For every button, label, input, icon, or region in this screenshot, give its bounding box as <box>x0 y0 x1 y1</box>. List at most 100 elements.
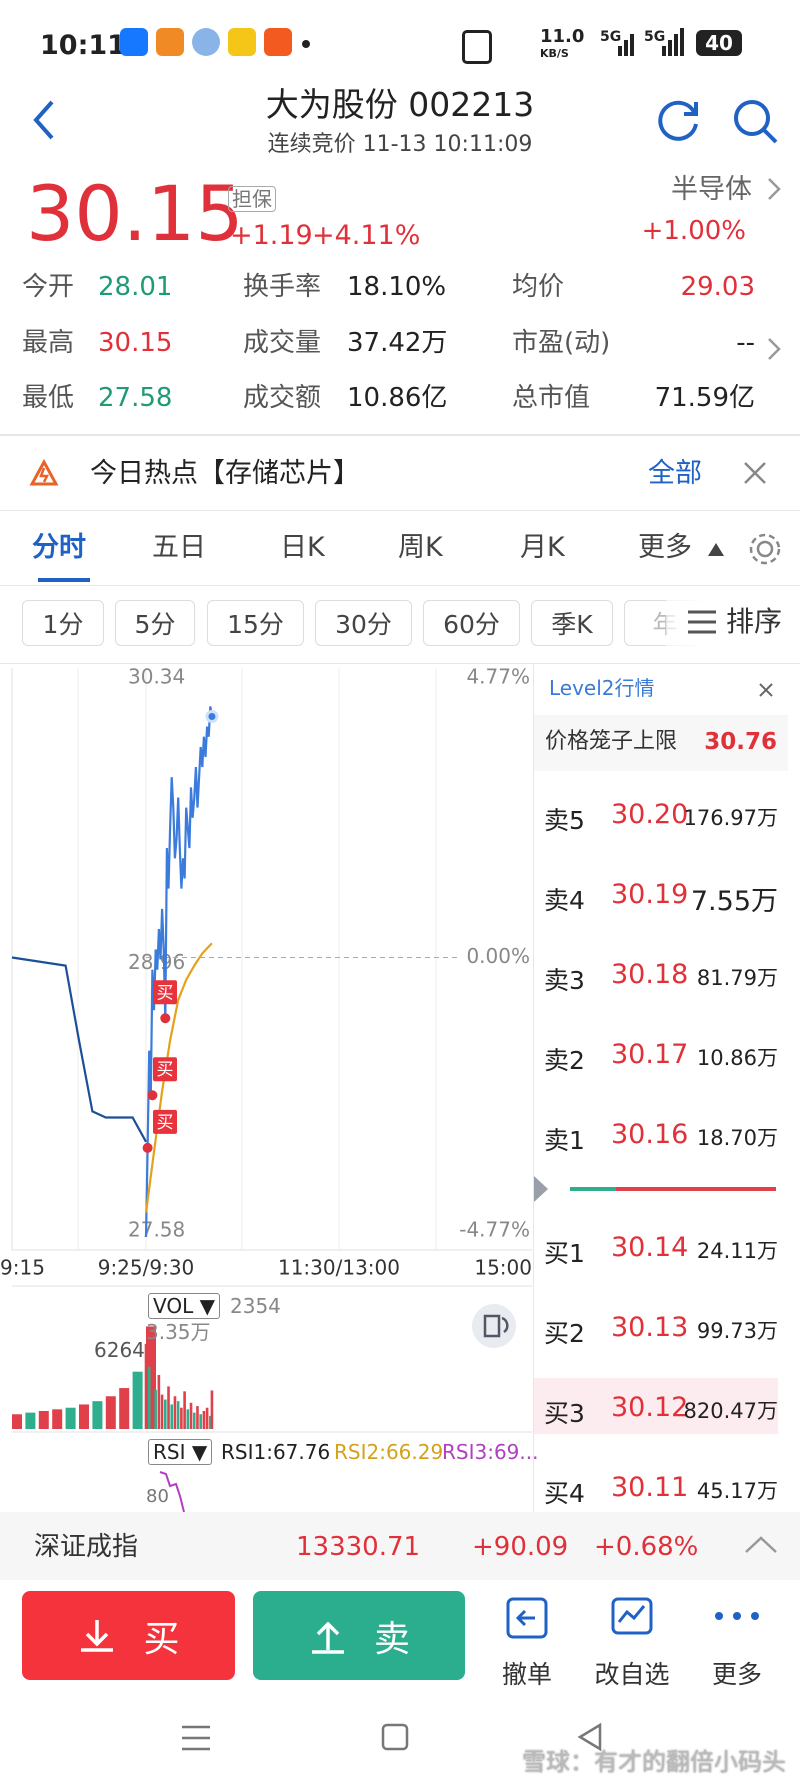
refresh-button[interactable] <box>656 98 702 144</box>
bid-row: 买4 30.11 45.17万 <box>534 1458 778 1514</box>
volume-bar <box>160 1394 164 1429</box>
bid-row: 买3 30.12 820.47万 <box>534 1378 778 1434</box>
rotate-button[interactable] <box>472 1304 516 1348</box>
volume-bar <box>79 1404 89 1429</box>
period-label: 15分 <box>227 610 284 639</box>
chevron <box>768 178 781 200</box>
volume-bar <box>154 1389 157 1429</box>
hot-topic[interactable]: 今日热点【存储芯片】 <box>90 458 360 489</box>
nfc-icon <box>462 30 492 64</box>
period-button[interactable]: 15分 <box>207 600 304 646</box>
period-button[interactable]: 60分 <box>423 600 520 646</box>
chevron[interactable] <box>766 336 782 362</box>
more-icon[interactable] <box>712 1608 762 1624</box>
ask-volume: 7.55万 <box>690 886 778 917</box>
stat-value: 71.59亿 <box>654 383 755 413</box>
nav-home[interactable] <box>380 1722 410 1752</box>
settings-button[interactable] <box>746 530 784 568</box>
stat-value: 28.01 <box>98 272 173 302</box>
expand-icon[interactable] <box>744 1534 778 1556</box>
sort-button[interactable]: 排序 <box>726 605 783 638</box>
divider <box>0 434 800 436</box>
triangle-up <box>708 543 724 556</box>
period-button[interactable]: 30分 <box>315 600 412 646</box>
more-button[interactable]: 更多 <box>711 1660 763 1689</box>
bid-label: 买3 <box>544 1399 585 1428</box>
volume-bar <box>105 1396 116 1429</box>
period-button[interactable]: 季K <box>531 600 613 646</box>
index-change: +90.09 <box>472 1532 569 1562</box>
volume-bar <box>210 1390 214 1429</box>
bid-price: 30.13 <box>611 1312 689 1343</box>
stat-label: 市盈(动) <box>512 328 611 358</box>
tab[interactable]: 更多 <box>638 532 692 563</box>
ask-volume: 18.70万 <box>696 1126 778 1150</box>
close-button[interactable] <box>758 682 774 698</box>
ask-price: 30.20 <box>611 799 689 830</box>
status-time: 10:11 <box>40 30 126 61</box>
app-icon <box>228 28 256 56</box>
stat-value: 18.10% <box>347 272 447 302</box>
cancel-icon[interactable] <box>505 1596 549 1640</box>
back-button[interactable] <box>30 98 60 142</box>
nav-menu[interactable] <box>180 1724 212 1752</box>
y2-tick-label: 0.00% <box>466 944 530 968</box>
hot-all[interactable]: 全部 <box>648 458 702 489</box>
period-label: 季K <box>551 610 593 639</box>
volume-bar <box>192 1412 196 1429</box>
y2-tick-label: -4.77% <box>459 1218 530 1242</box>
ask-row: 卖1 30.16 18.70万 <box>534 1105 778 1161</box>
stat-value: 30.15 <box>98 328 173 358</box>
tab[interactable]: 分时 <box>32 532 86 563</box>
sell-button[interactable]: 卖 <box>253 1591 465 1680</box>
x-tick-label: 9:15 <box>0 1256 45 1280</box>
sector-name[interactable]: 半导体 <box>671 174 752 205</box>
stat-value: 10.86亿 <box>347 383 448 413</box>
tab[interactable]: 日K <box>280 532 325 563</box>
volume-bar <box>180 1407 183 1429</box>
tab-indicator <box>38 578 90 582</box>
cancel-button[interactable]: 撤单 <box>501 1660 553 1689</box>
dot <box>302 40 310 48</box>
index-bar[interactable] <box>0 1512 800 1580</box>
ask-row: 卖5 30.20 176.97万 <box>534 785 778 841</box>
period-label: 1分 <box>42 610 84 639</box>
last-price: 30.15 <box>26 169 244 258</box>
sort-icon <box>688 610 716 634</box>
volume-bar <box>199 1414 202 1429</box>
rsi2: RSI2:66.29 <box>334 1440 444 1464</box>
panel-border <box>533 664 534 1512</box>
buy-button[interactable]: 买 <box>22 1591 235 1680</box>
volume-bar <box>132 1371 143 1429</box>
stat-label: 最高 <box>22 328 75 358</box>
indicator-name: RSI <box>153 1440 186 1464</box>
bid-row: 买1 30.14 24.11万 <box>534 1218 778 1274</box>
tab[interactable]: 月K <box>520 532 565 563</box>
watch-icon[interactable] <box>610 1596 656 1640</box>
stat-value: 37.42万 <box>347 328 448 358</box>
ask-price: 30.19 <box>611 879 689 910</box>
stat-label: 均价 <box>512 272 565 302</box>
close-button[interactable] <box>742 460 768 486</box>
watch-button[interactable]: 改自选 <box>594 1660 670 1689</box>
app-icon <box>120 28 148 56</box>
volume-bar <box>12 1414 22 1429</box>
nav-back[interactable] <box>576 1722 604 1752</box>
ask-volume: 176.97万 <box>683 806 778 830</box>
x-tick-label: 15:00 <box>474 1256 532 1280</box>
signal-label: 买 <box>157 983 174 1003</box>
volume-current: 2354 <box>230 1294 281 1318</box>
indicator-select[interactable]: VOL ▼ <box>148 1293 220 1319</box>
period-button[interactable]: 5分 <box>115 600 195 646</box>
indicator-select[interactable]: RSI ▼ <box>148 1439 213 1465</box>
search-button[interactable] <box>730 96 780 146</box>
ask-row: 卖4 30.19 7.55万 <box>534 865 778 921</box>
y-tick-label: 30.34 <box>128 665 185 689</box>
stat-value: 29.03 <box>680 272 755 302</box>
period-button[interactable]: 1分 <box>22 600 104 646</box>
ask-label: 卖3 <box>544 966 585 995</box>
volume-bar <box>173 1396 177 1429</box>
period-label: 60分 <box>443 610 500 639</box>
tab[interactable]: 五日 <box>152 532 206 563</box>
tab[interactable]: 周K <box>398 532 443 563</box>
